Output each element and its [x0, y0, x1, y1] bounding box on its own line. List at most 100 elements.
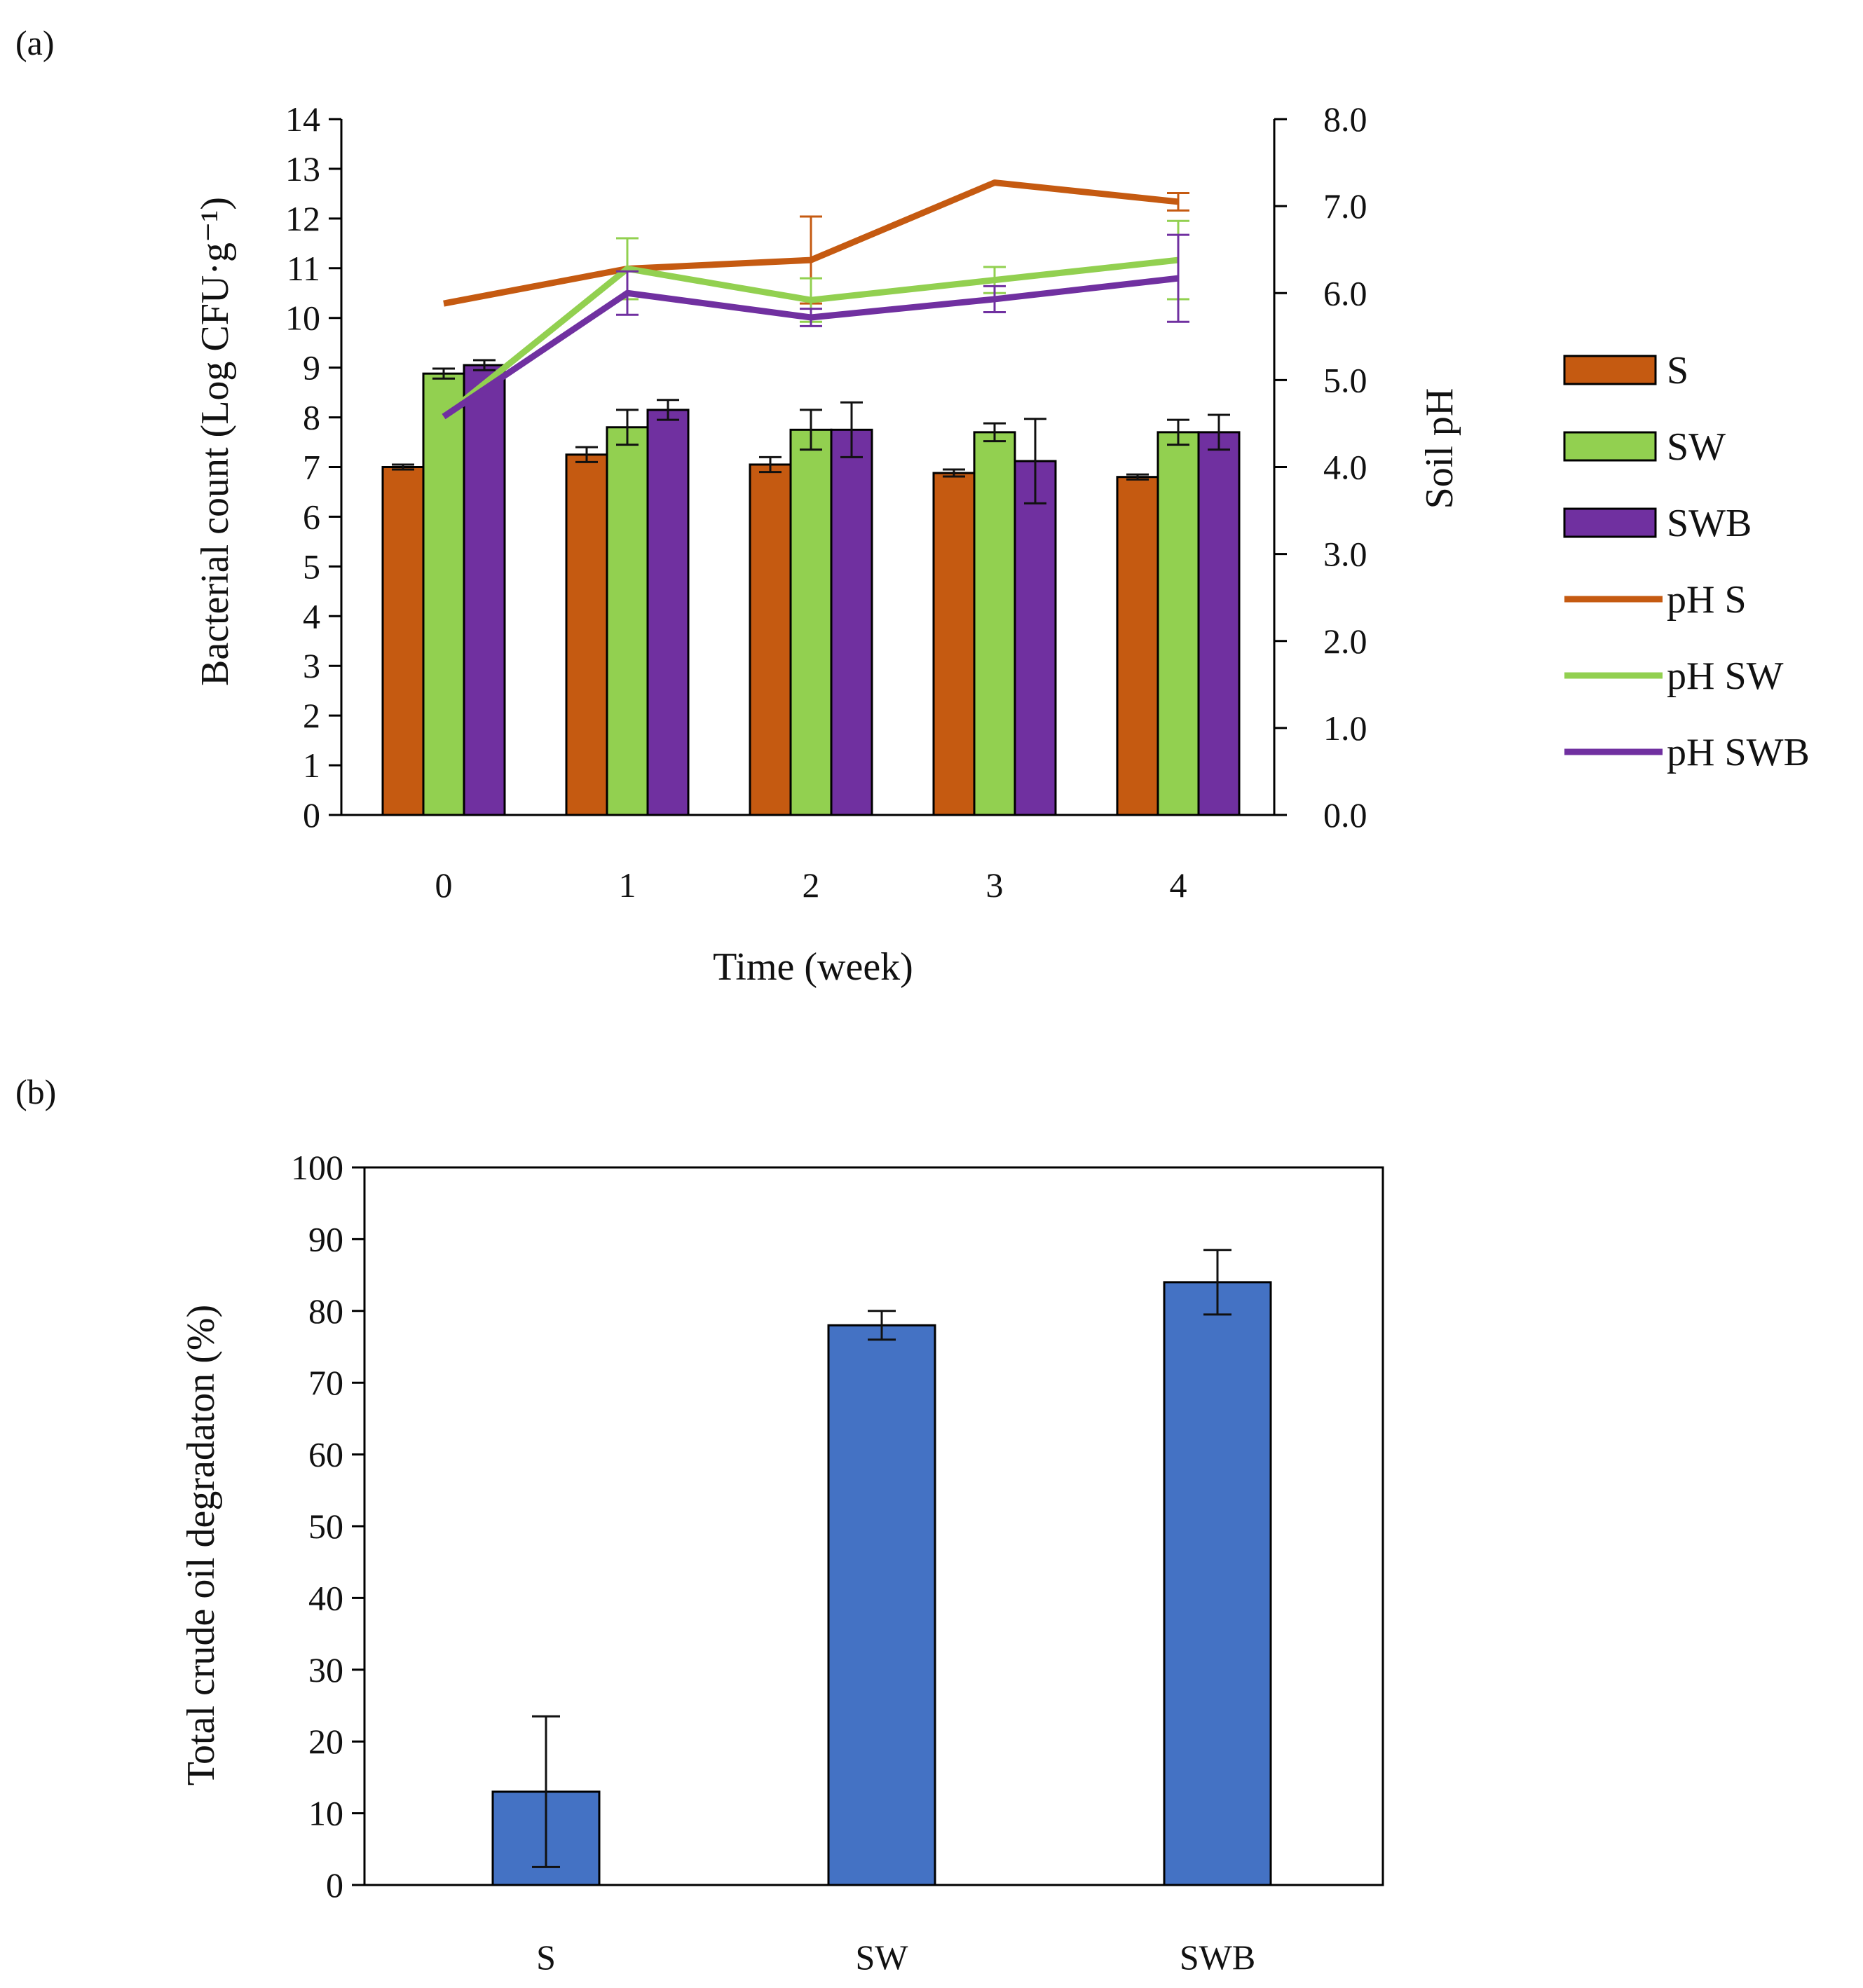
chart-b-bar-swb — [1163, 1281, 1272, 1886]
chart-a-y2-tick-label: 7.0 — [1323, 186, 1367, 226]
chart-a-bar-s — [381, 466, 425, 816]
chart-b-y-label: Total crude oil degradaton (%) — [179, 1305, 223, 1785]
chart-b-y-tick-label: 0 — [326, 1865, 343, 1905]
chart-a-bar-error-s — [1126, 473, 1149, 481]
chart-a-y-tick-label: 9 — [303, 348, 320, 388]
chart-b-x-tick-label: S — [536, 1938, 556, 1977]
chart-a-y2-ticks: 0.0 1.0 2.0 3.0 4.0 5.0 6.0 7.0 8.0 — [1274, 100, 1367, 835]
chart-a-bar-s — [1116, 476, 1159, 816]
chart-a-bar-error-sw — [1167, 418, 1189, 446]
chart-b-y-tick-label: 80 — [308, 1291, 343, 1331]
chart-a-y-tick-label: 1 — [303, 746, 320, 785]
chart-a-y2-tick-label: 0.0 — [1323, 795, 1367, 835]
panel-label-a: (a) — [15, 23, 55, 62]
chart-a-y2-tick-label: 6.0 — [1323, 273, 1367, 313]
chart-a-x-ticks: 0 1 2 3 4 — [435, 865, 1187, 905]
chart-a-y-tick-label: 13 — [285, 149, 320, 188]
chart-a-y-tick-label: 3 — [303, 646, 320, 685]
chart-a-bar-error-s — [392, 463, 414, 471]
chart-a-bar-error-swb — [473, 359, 496, 371]
chart-a-bar-swb — [830, 428, 873, 816]
chart-a-line-error-ph-swb — [616, 270, 639, 316]
chart-a-bar-swb — [1014, 460, 1057, 816]
chart-a-y2-tick-label: 5.0 — [1323, 360, 1367, 399]
chart-a-bar-error-sw — [983, 422, 1006, 443]
chart-a-y-label: Bacterial count (Log CFU·g⁻¹) — [193, 197, 237, 686]
chart-a-bars — [381, 359, 1241, 816]
chart-b-bar-error-s — [532, 1715, 560, 1868]
chart-a-bar-error-swb — [657, 399, 679, 421]
chart-a-y2-label: Soil pH — [1418, 388, 1461, 509]
chart-a-x-tick-label: 1 — [619, 865, 636, 905]
chart-b-y-tick-label: 60 — [308, 1435, 343, 1474]
chart-b-x-tick-label: SWB — [1180, 1938, 1255, 1977]
chart-a-lines — [442, 179, 1189, 420]
chart-a-y2-tick-label: 1.0 — [1323, 708, 1367, 748]
chart-b: (b) 0 10 20 30 40 50 60 70 80 90 100 S SW SWB Total … — [15, 1072, 1384, 1977]
chart-a-bar-error-s — [759, 455, 782, 474]
chart-a-bar-error-swb — [1208, 413, 1230, 451]
legend-label-sw: SW — [1667, 425, 1726, 469]
chart-a-bar-error-s — [943, 468, 965, 478]
chart-a-y-tick-label: 10 — [285, 299, 320, 338]
chart-a-y-tick-label: 0 — [303, 795, 320, 835]
legend-label-ph-swb: pH SWB — [1667, 731, 1810, 774]
chart-a-bar-s — [565, 453, 608, 816]
legend-label-swb: SWB — [1667, 502, 1752, 545]
chart-b-y-tick-label: 70 — [308, 1363, 343, 1402]
chart-a-bar-error-sw — [616, 409, 639, 446]
chart-a-y-tick-label: 11 — [287, 249, 320, 288]
chart-a-bar-swb — [1197, 431, 1241, 816]
chart-b-y-ticks: 0 10 20 30 40 50 60 70 80 90 100 — [291, 1148, 364, 1905]
chart-a-y2-tick-label: 3.0 — [1323, 535, 1367, 574]
legend-swatch-swb — [1563, 507, 1657, 538]
chart-b-bars — [491, 1249, 1272, 1886]
chart-a-y-tick-label: 12 — [285, 199, 320, 238]
legend-label-ph-sw: pH SW — [1667, 654, 1784, 698]
chart-a-bar-sw — [789, 428, 833, 816]
chart-b-x-tick-label: SW — [856, 1938, 909, 1977]
chart-a-y-tick-label: 4 — [303, 596, 320, 636]
chart-b-bar-error-sw — [868, 1310, 896, 1341]
chart-a-x-tick-label: 4 — [1170, 865, 1187, 905]
chart-a-bar-sw — [973, 431, 1016, 816]
chart-a-bar-error-s — [575, 446, 598, 463]
panel-label-b: (b) — [15, 1072, 56, 1111]
legend-swatch-sw — [1563, 431, 1657, 462]
chart-a-bar-error-sw — [432, 367, 455, 380]
chart-a-x-label: Time (week) — [713, 945, 913, 989]
chart-a-y-tick-label: 14 — [285, 100, 320, 139]
chart-a-bar-sw — [422, 372, 465, 816]
chart-a-line-error-ph-swb — [983, 285, 1006, 314]
chart-a-y2-tick-label: 2.0 — [1323, 622, 1367, 661]
chart-a-bar-error-swb — [1024, 418, 1046, 505]
chart-b-bar-error-swb — [1203, 1249, 1231, 1316]
chart-a-bar-sw — [1156, 431, 1200, 816]
chart-a-y-tick-label: 2 — [303, 696, 320, 735]
chart-a-x-tick-label: 0 — [435, 865, 453, 905]
chart-b-bar-sw — [827, 1324, 936, 1886]
chart-a-bar-swb — [463, 364, 506, 816]
chart-b-y-tick-label: 20 — [308, 1722, 343, 1761]
chart-a-bar-error-swb — [840, 401, 863, 458]
chart-b-y-tick-label: 100 — [291, 1148, 343, 1187]
chart-a-y-tick-label: 7 — [303, 448, 320, 487]
chart-a-y2-tick-label: 8.0 — [1323, 100, 1367, 139]
legend-swatch-s — [1563, 355, 1657, 385]
chart-a-bar-swb — [646, 409, 690, 816]
chart-a-y-tick-label: 8 — [303, 398, 320, 437]
chart-a-x-tick-label: 2 — [803, 865, 820, 905]
chart-b-y-tick-label: 40 — [308, 1578, 343, 1617]
chart-a-line-error-ph-swb — [1167, 233, 1189, 323]
legend-label-s: S — [1667, 349, 1688, 392]
legend-label-ph-s: pH S — [1667, 578, 1747, 622]
chart-a-y2-tick-label: 4.0 — [1323, 448, 1367, 487]
chart-a-bar-error-sw — [800, 409, 822, 451]
chart-b-y-tick-label: 30 — [308, 1650, 343, 1689]
chart-a-line-error-ph-swb — [800, 308, 822, 327]
chart-a-x-tick-label: 3 — [986, 865, 1004, 905]
chart-a-bar-s — [932, 472, 976, 816]
